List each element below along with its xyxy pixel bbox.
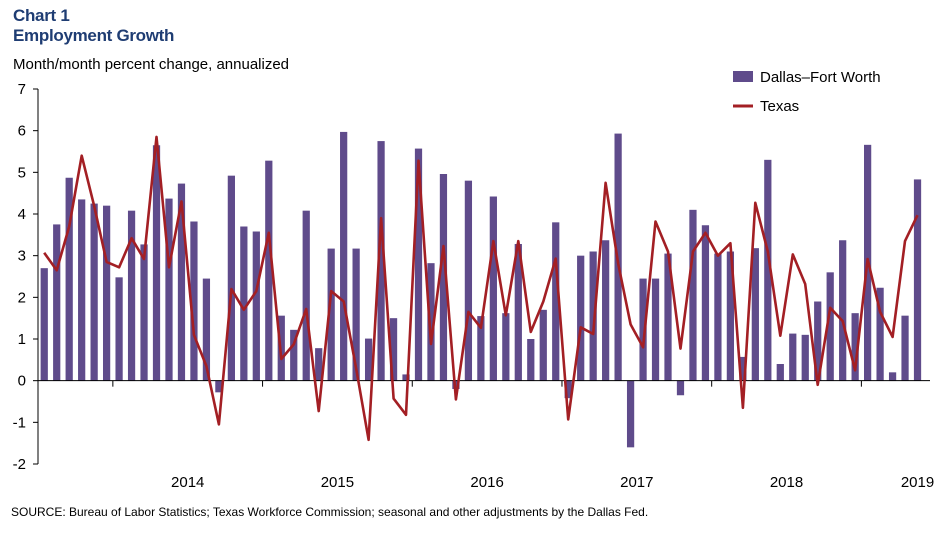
y-tick-label: 6 — [18, 123, 26, 140]
bar-dfw-22 — [315, 348, 323, 381]
bar-dfw-44 — [589, 251, 597, 381]
bar-dfw-55 — [726, 251, 735, 381]
bar-dfw-32 — [439, 174, 448, 381]
bar-dfw-56 — [739, 356, 747, 381]
line-texas — [43, 135, 919, 442]
x-year-labels: 2014 2015 2016 2017 2018 2019 — [171, 474, 934, 491]
x-year-label: 2014 — [171, 474, 204, 491]
bar-dfw-25 — [352, 248, 360, 381]
y-tick-label: 3 — [18, 248, 26, 265]
bar-dfw-14 — [215, 380, 223, 393]
bar-dfw-6 — [115, 277, 123, 381]
bar-dfw-7 — [127, 210, 136, 381]
bar-dfw-42 — [564, 380, 572, 399]
bar-dfw-9 — [152, 145, 161, 381]
bar-dfw-41 — [552, 222, 560, 381]
bar-dfw-11 — [177, 183, 186, 381]
legend-swatch-dfw — [733, 71, 753, 82]
bar-dfw-30 — [414, 148, 423, 381]
x-axis: 2014 2015 2016 2017 2018 2019 — [38, 380, 934, 491]
bar-dfw-13 — [202, 278, 211, 381]
bar-dfw-48 — [639, 278, 647, 381]
bar-dfw-28 — [389, 318, 398, 381]
bar-dfw-65 — [851, 313, 859, 381]
y-tick-label: 1 — [18, 331, 26, 348]
bar-dfw-68 — [888, 372, 897, 381]
y-axis: -2 -1 0 1 2 3 4 5 6 7 — [13, 81, 39, 473]
bar-dfw-21 — [302, 210, 310, 381]
bar-dfw-20 — [290, 329, 298, 381]
bar-dfw-70 — [913, 179, 922, 381]
legend-label-dfw: Dallas–Fort Worth — [760, 69, 881, 86]
bar-dfw-60 — [789, 333, 797, 381]
y-tick-label: 5 — [18, 164, 26, 181]
bar-series-group — [40, 131, 922, 448]
bar-dfw-47 — [626, 380, 635, 448]
chart-title: Employment Growth — [13, 26, 175, 45]
bar-dfw-58 — [764, 159, 772, 381]
source-note: SOURCE: Bureau of Labor Statistics; Texa… — [11, 505, 649, 519]
bar-dfw-52 — [689, 209, 697, 381]
bar-dfw-50 — [664, 253, 672, 381]
y-tick-label: 4 — [18, 206, 26, 223]
bar-dfw-31 — [427, 263, 435, 381]
bar-dfw-57 — [751, 248, 759, 381]
bar-dfw-5 — [102, 205, 111, 381]
bar-dfw-15 — [227, 175, 235, 381]
y-tick-label: 7 — [18, 81, 26, 98]
chart-subtitle: Month/month percent change, annualized — [13, 56, 290, 73]
bar-dfw-62 — [814, 301, 822, 381]
x-year-label: 2018 — [770, 474, 803, 491]
bar-dfw-53 — [701, 225, 710, 381]
bar-dfw-26 — [364, 338, 373, 381]
bar-dfw-17 — [252, 231, 260, 381]
bar-dfw-3 — [78, 199, 86, 381]
bar-dfw-8 — [140, 244, 148, 381]
x-year-label: 2017 — [620, 474, 653, 491]
employment-growth-chart: -2 -1 0 1 2 3 4 5 6 7 2014 2015 2016 2017 2018 2019 Da… — [13, 69, 935, 491]
bar-dfw-10 — [165, 198, 173, 381]
bar-dfw-16 — [240, 226, 248, 381]
y-tick-label: -1 — [13, 414, 26, 431]
bar-dfw-34 — [464, 180, 473, 381]
bar-dfw-59 — [776, 364, 784, 381]
y-tick-label: 2 — [18, 289, 26, 306]
bar-dfw-51 — [676, 380, 685, 396]
bar-dfw-4 — [90, 203, 98, 381]
y-tick-label: -2 — [13, 456, 26, 473]
bar-dfw-45 — [602, 240, 610, 381]
bar-dfw-64 — [839, 240, 847, 381]
chart-label: Chart 1 — [13, 6, 70, 25]
legend: Dallas–Fort Worth Texas — [733, 69, 881, 115]
bar-dfw-49 — [651, 278, 660, 381]
bar-dfw-27 — [377, 141, 385, 381]
bar-dfw-12 — [190, 221, 198, 381]
bar-dfw-2 — [65, 177, 73, 381]
bar-dfw-1 — [53, 224, 61, 381]
bar-dfw-43 — [577, 255, 585, 381]
bar-dfw-67 — [876, 287, 884, 381]
bar-dfw-35 — [477, 316, 485, 381]
bar-dfw-69 — [901, 315, 909, 381]
x-year-label: 2015 — [321, 474, 354, 491]
line-series-group — [43, 135, 919, 442]
bar-dfw-24 — [340, 131, 348, 381]
bar-dfw-54 — [714, 253, 722, 381]
bar-dfw-37 — [502, 313, 510, 381]
bar-dfw-18 — [265, 160, 273, 381]
bar-dfw-0 — [40, 268, 48, 381]
legend-label-texas: Texas — [760, 98, 799, 115]
x-year-label: 2016 — [470, 474, 503, 491]
bar-dfw-63 — [826, 272, 834, 381]
bar-dfw-29 — [402, 374, 410, 381]
bar-dfw-38 — [514, 244, 522, 381]
bar-dfw-39 — [527, 339, 535, 381]
bar-dfw-23 — [327, 248, 335, 381]
y-tick-label: 0 — [18, 373, 26, 390]
bar-dfw-61 — [801, 334, 809, 381]
bar-dfw-40 — [539, 309, 547, 381]
bar-dfw-36 — [489, 196, 497, 381]
x-year-label: 2019 — [901, 474, 934, 491]
